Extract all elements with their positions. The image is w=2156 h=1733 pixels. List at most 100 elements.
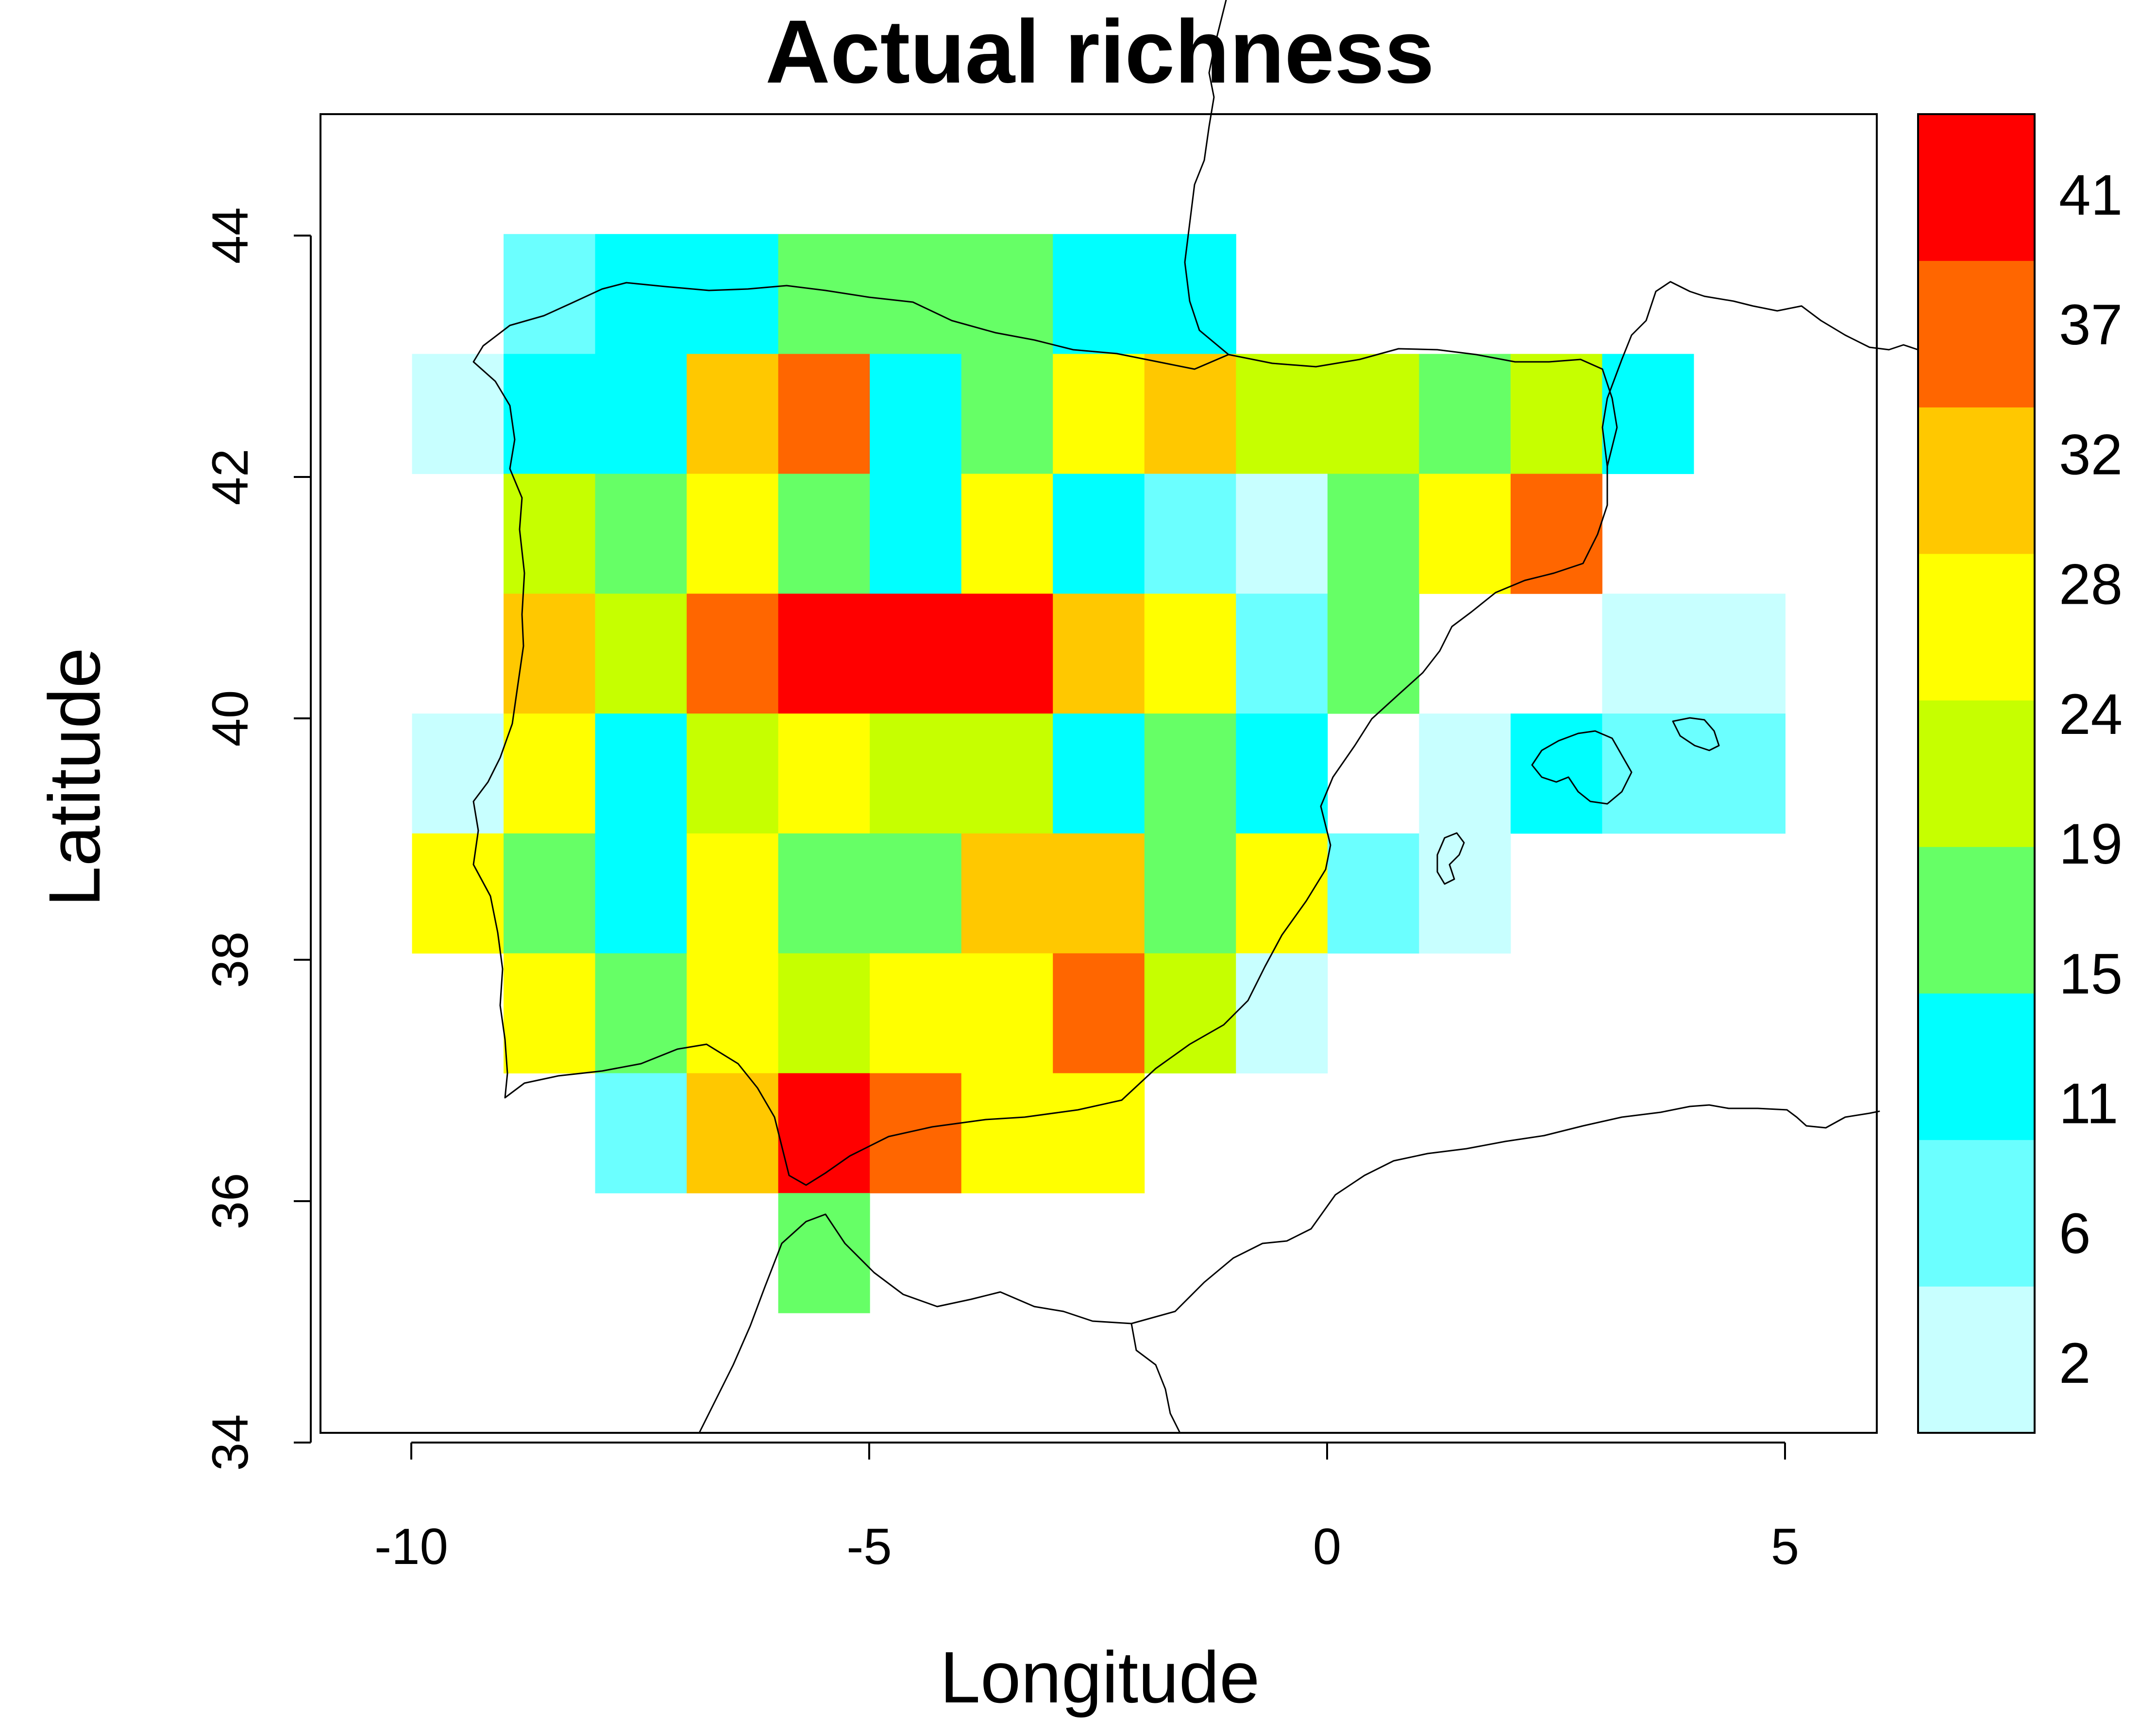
grid-cell [778, 354, 870, 474]
north-africa-coastline [698, 1104, 1880, 1434]
grid-cell [1693, 594, 1785, 714]
color-legend: 2 6 11 15 19 24 28 32 37 41 [1917, 113, 2122, 1434]
france-coastline [1184, 0, 1230, 356]
grid-cell [1419, 833, 1511, 954]
grid-cell [687, 1073, 779, 1193]
legend-swatch [1918, 847, 2035, 994]
grid-cell [1144, 714, 1236, 834]
legend-swatch [1918, 407, 2035, 554]
grid-cell [595, 474, 687, 594]
grid-cell [961, 474, 1053, 594]
legend-label: 11 [2059, 1072, 2119, 1136]
legend-label: 24 [2059, 682, 2122, 747]
grid-cell [504, 594, 596, 714]
grid-cell [595, 953, 687, 1074]
grid-cell [961, 953, 1053, 1074]
grid-cell [1236, 354, 1328, 474]
grid-cell [1053, 833, 1145, 954]
grid-cell [870, 234, 962, 355]
grid-cell [1236, 953, 1328, 1074]
grid-cell [778, 234, 870, 355]
grid-cell [1419, 714, 1511, 834]
grid-cell [687, 354, 779, 474]
grid-cell [1602, 594, 1694, 714]
grid-cell [595, 354, 687, 474]
grid-cell [1693, 714, 1785, 834]
x-tick-label: -5 [846, 1518, 892, 1575]
grid-cell [1053, 594, 1145, 714]
legend-label: 32 [2059, 423, 2122, 487]
legend-border [1917, 113, 2036, 1434]
x-axis-label: Longitude [940, 1636, 1260, 1718]
grid-cell [687, 234, 779, 355]
grid-cell [687, 594, 779, 714]
grid-cell [961, 234, 1053, 355]
grid-cell [778, 714, 870, 834]
grid-cell [412, 714, 504, 834]
grid-cell [1053, 354, 1145, 474]
menorca-coastline [1672, 717, 1720, 751]
grid-cell [961, 594, 1053, 714]
grid-cell [595, 1073, 687, 1193]
grid-cell [961, 833, 1053, 954]
grid-cell [1053, 953, 1145, 1074]
chart-title: Actual richness [765, 2, 1434, 102]
x-tick-label: 5 [1771, 1518, 1799, 1575]
legend-label: 19 [2059, 812, 2122, 876]
x-tick-label: -10 [374, 1518, 448, 1575]
x-tick-label: 0 [1313, 1518, 1341, 1575]
grid-cell [778, 474, 870, 594]
grid-cell [870, 714, 962, 834]
legend-swatch [1918, 1139, 2035, 1287]
grid-cell [1236, 594, 1328, 714]
grid-cell [1236, 714, 1328, 834]
grid-cell [870, 354, 962, 474]
grid-cell [1144, 354, 1236, 474]
grid-cell [1510, 714, 1602, 834]
grid-cell [504, 833, 596, 954]
richness-grid [412, 234, 1785, 1313]
y-tick-label: 44 [202, 207, 259, 264]
grid-cell [870, 833, 962, 954]
grid-cell [1236, 833, 1328, 954]
grid-cell [504, 354, 596, 474]
legend-label: 6 [2059, 1202, 2091, 1266]
grid-cell [778, 594, 870, 714]
legend-swatch [1918, 554, 2035, 701]
legend-label: 41 [2059, 163, 2122, 227]
grid-cell [1144, 234, 1236, 355]
y-axis: 34 36 38 40 42 44 Latitude [34, 207, 312, 1471]
grid-cell [870, 1073, 962, 1193]
grid-cell [1327, 354, 1419, 474]
grid-cell [504, 714, 596, 834]
x-axis: -10 -5 0 5 Longitude [374, 1442, 1799, 1718]
grid-cell [961, 714, 1053, 834]
grid-cell [1602, 354, 1694, 474]
grid-cell [412, 833, 504, 954]
grid-cell [1510, 354, 1602, 474]
grid-cell [870, 953, 962, 1074]
grid-cell [1144, 953, 1236, 1074]
grid-cell [1144, 833, 1236, 954]
ibiza-coastline [1436, 832, 1465, 885]
y-tick-label: 38 [202, 932, 259, 988]
y-axis-label: Latitude [34, 647, 115, 907]
y-tick-label: 36 [202, 1173, 259, 1230]
grid-cell [1144, 594, 1236, 714]
grid-cell [504, 474, 596, 594]
grid-cell [595, 234, 687, 355]
grid-cell [687, 833, 779, 954]
grid-cell [961, 1073, 1053, 1193]
algeria-morocco-border [1130, 1323, 1181, 1434]
legend-swatch [1918, 114, 2035, 261]
grid-cell [1602, 714, 1694, 834]
iberia-coastline [472, 282, 1618, 1186]
grid-cell [1144, 474, 1236, 594]
legend-label: 15 [2059, 942, 2122, 1006]
grid-cell [778, 1193, 870, 1313]
plot-frame [320, 113, 1878, 1434]
grid-cell [778, 953, 870, 1074]
coastline-layer [472, 0, 1919, 1434]
grid-cell [595, 714, 687, 834]
y-tick-label: 34 [202, 1414, 259, 1471]
